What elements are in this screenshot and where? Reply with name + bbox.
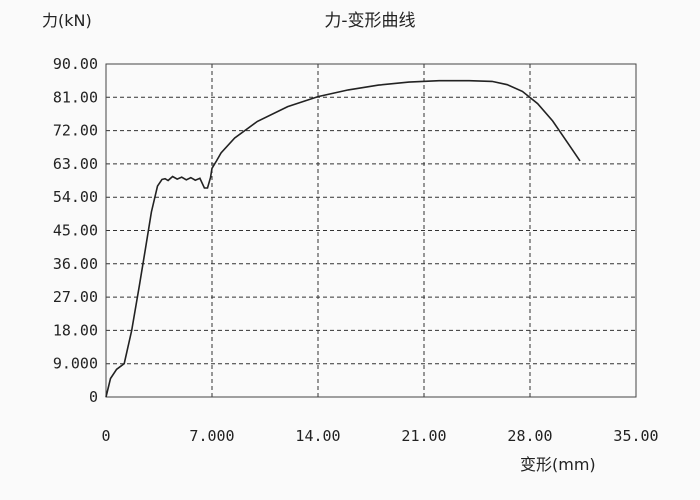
x-tick-label: 0	[101, 427, 110, 445]
y-tick-labels: 0 9.000 18.00 27.00 36.00 45.00 54.00 63.00 72.0…	[53, 55, 98, 406]
x-tick-label: 21.00	[401, 427, 446, 445]
y-tick-label: 45.00	[53, 222, 98, 240]
y-tick-label: 36.00	[53, 255, 98, 273]
x-tick-label: 28.00	[507, 427, 552, 445]
y-tick-label: 27.00	[53, 288, 98, 306]
y-tick-label: 0	[89, 388, 98, 406]
y-tick-label: 90.00	[53, 55, 98, 73]
x-axis-label: 变形(mm)	[520, 455, 596, 474]
x-tick-label: 7.000	[189, 427, 234, 445]
y-tick-label: 9.000	[53, 355, 98, 373]
force-deformation-line	[105, 79, 581, 398]
chart-title: 力-变形曲线	[324, 11, 415, 31]
y-tick-label: 72.00	[53, 122, 98, 140]
y-tick-label: 63.00	[53, 155, 98, 173]
grid-lines	[106, 64, 636, 397]
y-tick-label: 81.00	[53, 88, 98, 106]
plot-frame	[105, 63, 637, 398]
x-tick-label: 14.00	[295, 427, 340, 445]
x-tick-labels: 0 7.000 14.00 21.00 28.00 35.00	[101, 427, 658, 445]
x-tick-label: 35.00	[613, 427, 658, 445]
y-tick-label: 18.00	[53, 321, 98, 339]
y-tick-label: 54.00	[53, 188, 98, 206]
y-axis-label: 力(kN)	[42, 11, 92, 30]
